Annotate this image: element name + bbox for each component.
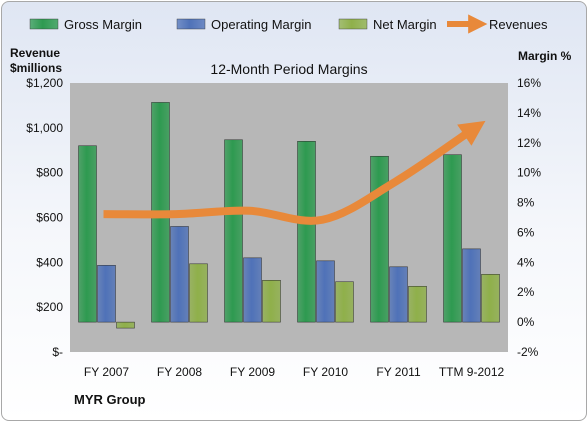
legend-swatch-3 xyxy=(338,18,368,30)
right-tick-label: 12% xyxy=(517,136,541,150)
right-tick-label: 14% xyxy=(517,106,541,120)
bar-gross-margin xyxy=(224,139,243,323)
legend-label-2: Operating Margin xyxy=(211,17,311,32)
bar-operating-margin xyxy=(316,260,335,323)
revenue-line xyxy=(103,120,486,225)
legend-swatch-1 xyxy=(29,18,59,30)
right-tick-label: 16% xyxy=(517,76,541,90)
x-tick-label: FY 2011 xyxy=(376,365,421,379)
left-tick-label: $- xyxy=(52,345,63,359)
bar-operating-margin xyxy=(170,226,189,323)
bar-net-margin xyxy=(335,281,354,323)
legend-swatch-2 xyxy=(176,18,206,30)
legend-label-3: Net Margin xyxy=(373,17,437,32)
right-tick-label: 2% xyxy=(517,285,535,299)
left-tick-label: $400 xyxy=(36,255,63,269)
bar-gross-margin xyxy=(370,155,389,323)
bar-gross-margin xyxy=(297,141,316,323)
legend-label-1: Gross Margin xyxy=(64,17,142,32)
left-tick-label: $1,000 xyxy=(26,121,63,135)
right-tick-label: 6% xyxy=(517,225,535,239)
company-name: MYR Group xyxy=(74,392,146,407)
bar-operating-margin xyxy=(243,257,262,323)
bar-net-margin xyxy=(116,321,135,329)
left-tick-label: $800 xyxy=(36,166,63,180)
x-tick-label: FY 2007 xyxy=(84,365,129,379)
bar-operating-margin xyxy=(462,248,481,323)
x-tick-label: FY 2009 xyxy=(230,365,275,379)
x-tick-label: FY 2008 xyxy=(157,365,202,379)
x-tick-label: FY 2010 xyxy=(303,365,348,379)
chart-title: 12-Month Period Margins xyxy=(210,61,367,77)
bar-net-margin xyxy=(189,263,208,323)
bar-gross-margin xyxy=(443,154,462,323)
bar-net-margin xyxy=(408,285,427,323)
left-axis-title-line2: $millions xyxy=(10,61,62,75)
left-tick-label: $1,200 xyxy=(26,76,63,90)
right-tick-label: 4% xyxy=(517,255,535,269)
bar-operating-margin xyxy=(97,265,116,323)
right-tick-label: 10% xyxy=(517,166,541,180)
x-tick-label: TTM 9-2012 xyxy=(439,365,505,379)
bar-net-margin xyxy=(262,280,281,323)
bar-net-margin xyxy=(481,274,500,323)
left-tick-label: $200 xyxy=(36,300,63,314)
right-axis-title: Margin % xyxy=(518,49,572,63)
right-tick-label: -2% xyxy=(517,345,539,359)
left-tick-label: $600 xyxy=(36,211,63,225)
right-tick-label: 8% xyxy=(517,196,535,210)
left-axis-title-line1: Revenue xyxy=(10,46,60,60)
right-tick-label: 0% xyxy=(517,315,535,329)
bar-operating-margin xyxy=(389,266,408,323)
bar-gross-margin xyxy=(78,145,97,323)
legend-label-revenues: Revenues xyxy=(489,17,548,32)
